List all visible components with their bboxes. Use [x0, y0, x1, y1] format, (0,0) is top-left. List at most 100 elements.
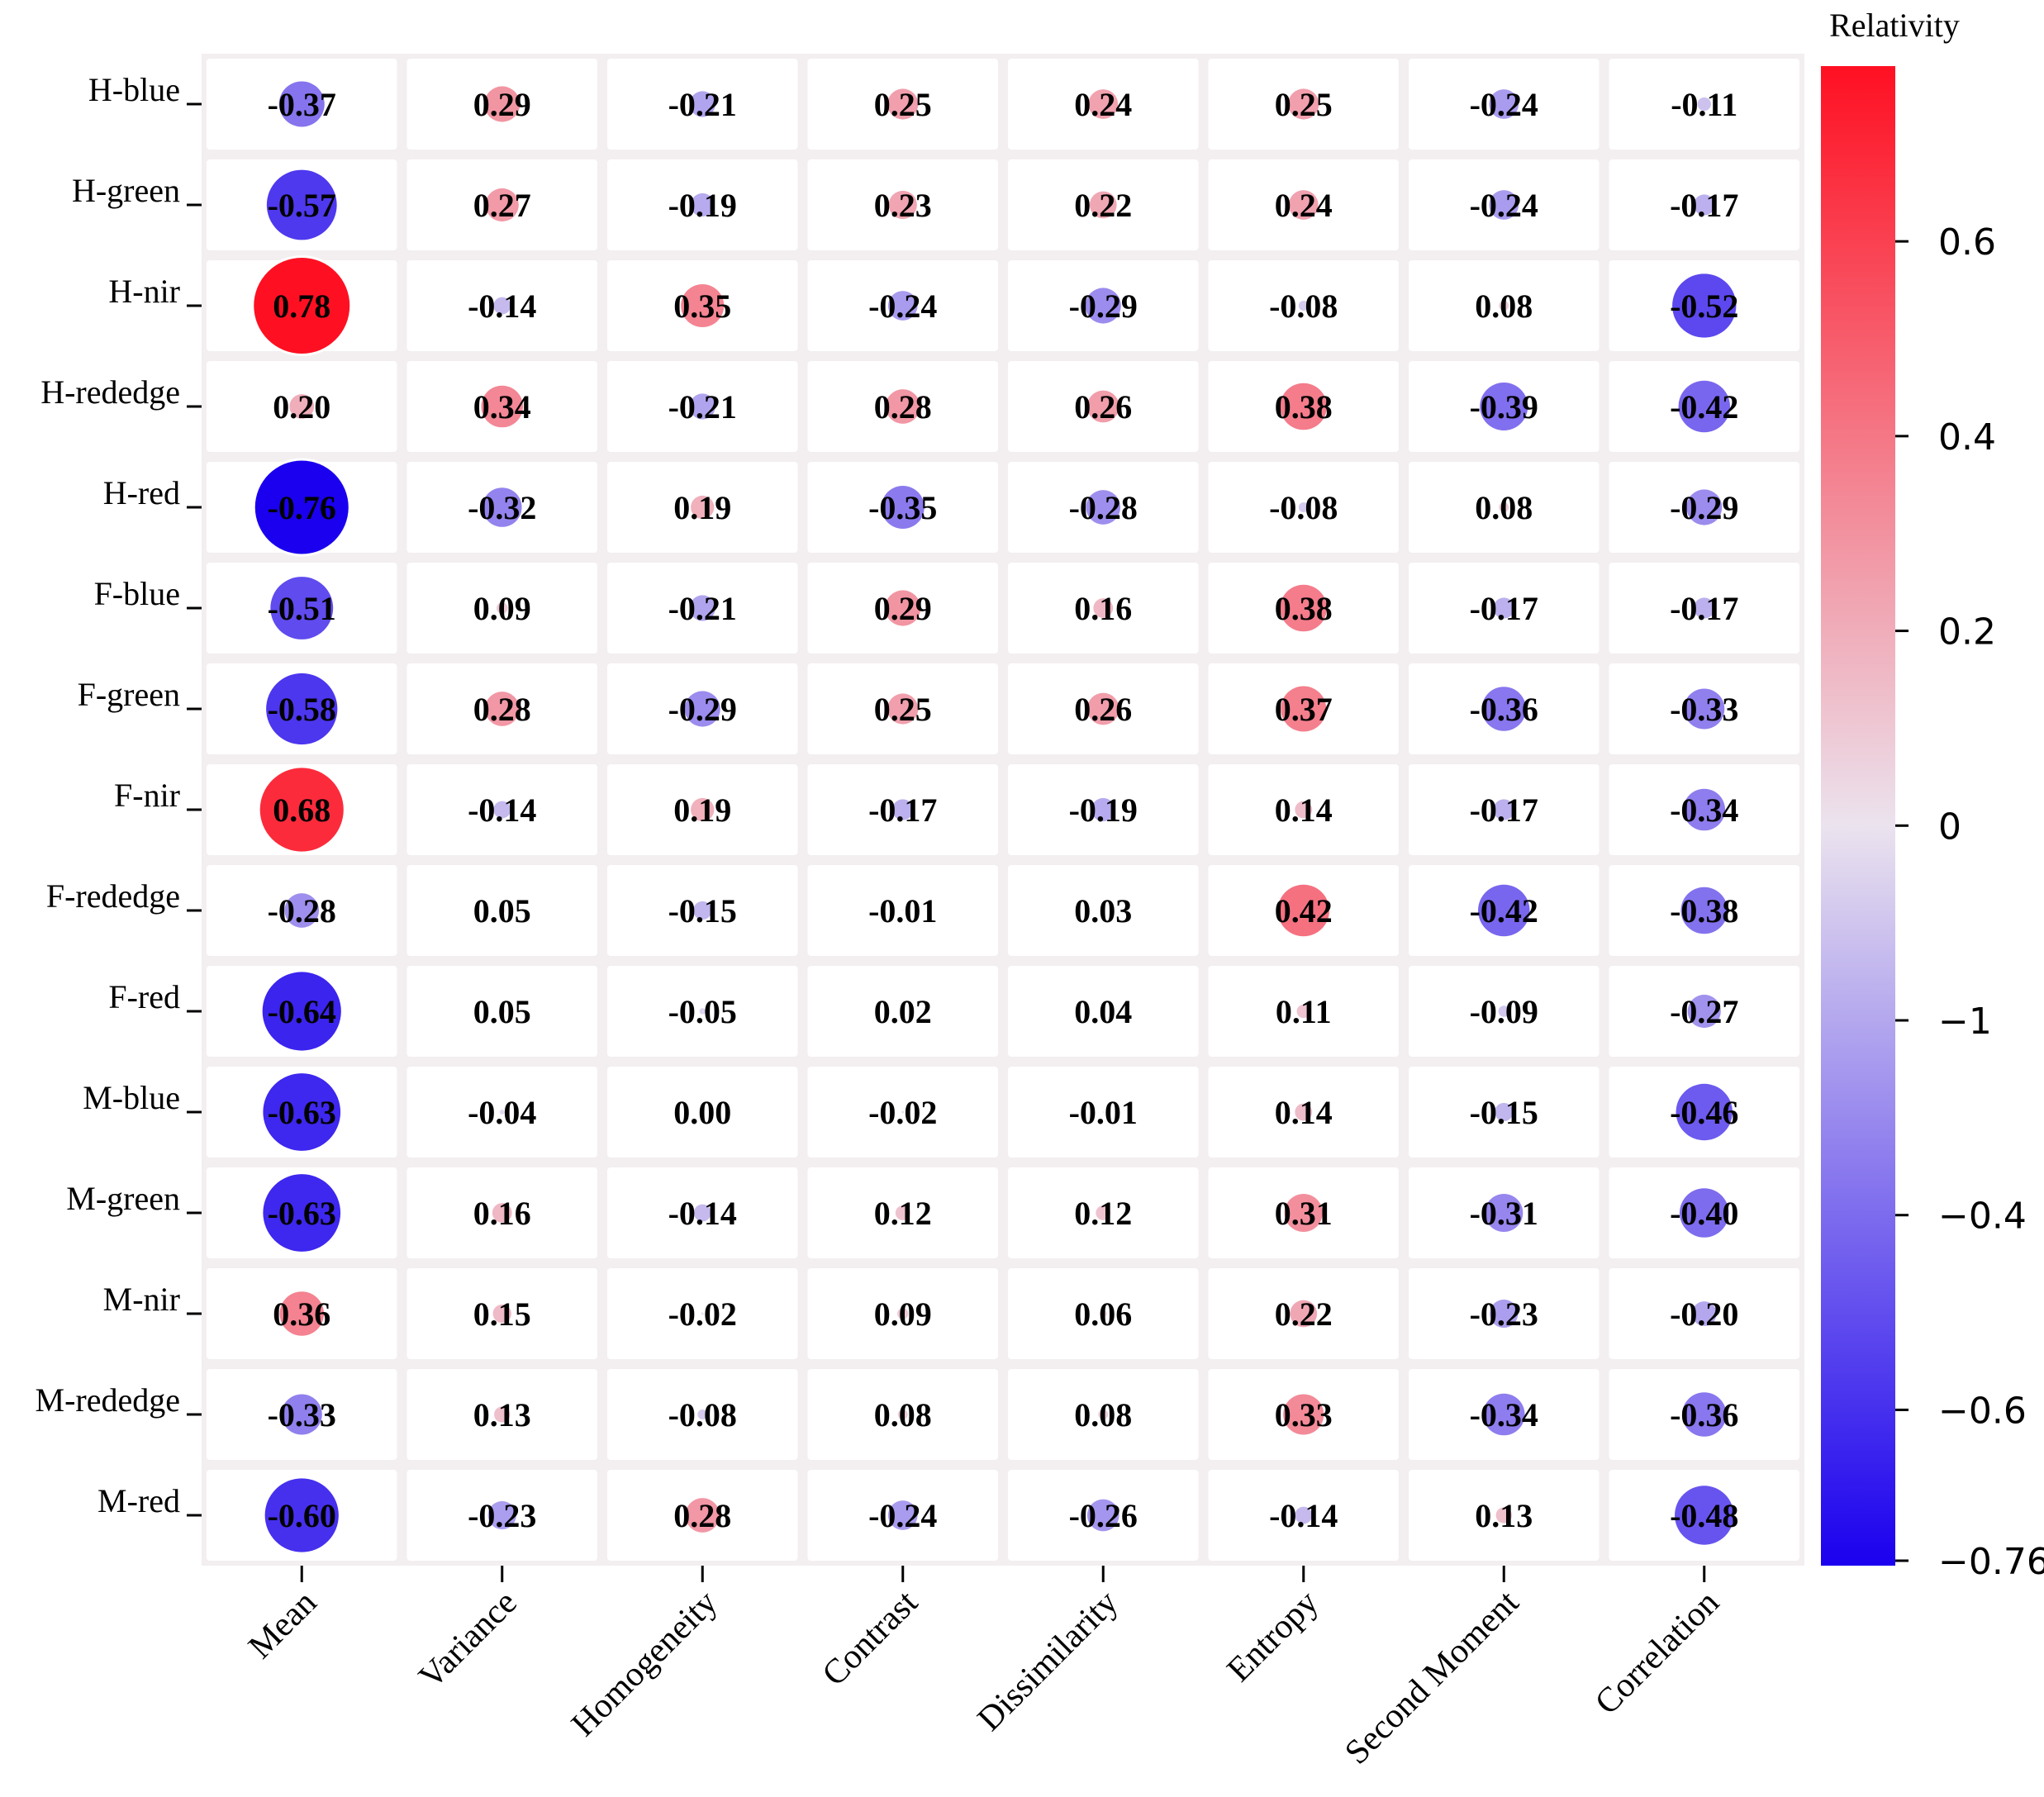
bubble-mark	[484, 692, 520, 726]
bubble-mark	[484, 86, 521, 122]
cell-value-label: -0.24	[1470, 86, 1538, 123]
cell-value-label: -0.21	[668, 388, 737, 425]
heatmap-cell: -0.14	[406, 260, 597, 351]
column-label: Dissimilarity	[971, 1584, 1126, 1739]
heatmap-cell: 0.05	[406, 865, 597, 956]
heatmap-cell: -0.17	[1409, 563, 1600, 654]
cell-value-label: -0.35	[868, 489, 937, 526]
bubble-mark	[494, 1406, 511, 1423]
heatmap-cell: -0.63	[207, 1067, 397, 1158]
bubble-mark	[895, 1205, 910, 1220]
heatmap-cells: -0.37 0.29 -0.21 0.25 0.24 0.25 -0.24 -0.11 -0.5…	[207, 59, 1799, 1561]
bubble-mark	[685, 1498, 720, 1533]
bubble-mark	[885, 590, 921, 626]
heatmap-cell: -0.37	[207, 59, 397, 150]
heatmap-cell: -0.32	[406, 462, 597, 553]
bubble-mark	[1680, 1188, 1729, 1238]
row-label: F-rededge	[46, 877, 180, 915]
cell-value-label: -0.29	[1069, 288, 1138, 325]
row-labels: H-blue H-green H-nir H-rededge H-red F-blue F-…	[36, 71, 202, 1519]
bubble-mark	[689, 393, 715, 420]
bubble-mark	[499, 1008, 506, 1015]
row-label: M-green	[66, 1180, 180, 1217]
heatmap-cell: 0.37	[1208, 663, 1399, 754]
cell-value-label: 0.02	[874, 993, 932, 1030]
row-label: M-rededge	[36, 1381, 180, 1419]
cell-value-label: 0.78	[273, 288, 330, 325]
cell-value-label: -0.36	[1470, 691, 1538, 728]
colorbar-tick-label: −1	[1938, 1001, 1992, 1043]
bubble-mark	[281, 1394, 322, 1435]
colorbar-tick-label: 0	[1938, 806, 1961, 848]
cell-value-label: 0.29	[874, 590, 932, 627]
bubble-mark	[1277, 884, 1329, 937]
heatmap-cell: -0.39	[1409, 361, 1600, 452]
heatmap-cell: 0.16	[1008, 563, 1199, 654]
cell-value-label: -0.39	[1470, 388, 1538, 425]
bubble-mark	[691, 495, 715, 520]
cell-value-label: 0.13	[473, 1396, 531, 1433]
heatmap-cell: 0.20	[207, 361, 397, 452]
cell-value-label: -0.01	[868, 892, 937, 929]
cell-value-label: 0.05	[473, 892, 531, 929]
bubble-mark	[1280, 584, 1328, 632]
cell-value-label: 0.33	[1275, 1396, 1333, 1433]
cell-value-label: -0.24	[868, 288, 937, 325]
heatmap-cell: -0.23	[406, 1470, 597, 1561]
heatmap-cell: -0.01	[807, 865, 998, 956]
heatmap-cell: 0.31	[1208, 1167, 1399, 1258]
bubble-mark	[1100, 1009, 1106, 1014]
heatmap-cell: 0.25	[807, 59, 998, 150]
cell-value-label: -0.15	[1470, 1094, 1538, 1131]
row-label: F-nir	[114, 777, 180, 814]
bubble-mark	[263, 1174, 341, 1252]
bubble-mark	[1086, 692, 1119, 725]
heatmap-cell: -0.42	[1409, 865, 1600, 956]
heatmap-cell: -0.17	[1609, 563, 1799, 654]
heatmap-cell: -0.48	[1609, 1470, 1799, 1561]
cell-value-label: -0.08	[668, 1396, 737, 1433]
bubble-mark	[1675, 1486, 1734, 1545]
bubble-mark	[1697, 97, 1711, 112]
cell-value-label: -0.02	[868, 1094, 937, 1131]
heatmap-cell: -0.46	[1609, 1067, 1799, 1158]
bubble-mark	[493, 801, 511, 819]
cell-value-label: 0.13	[1475, 1497, 1533, 1534]
cell-value-label: 0.26	[1074, 691, 1132, 728]
cell-value-label: -0.17	[1670, 187, 1738, 224]
cell-value-label: -0.38	[1670, 892, 1738, 929]
heatmap-cell: -0.58	[207, 663, 397, 754]
colorbar-tick-label: −0.4	[1938, 1196, 2027, 1238]
bubble-mark	[1099, 1310, 1107, 1318]
heatmap-cell: -0.26	[1008, 1470, 1199, 1561]
cell-value-label: 0.24	[1074, 86, 1132, 123]
heatmap-cell: 0.09	[807, 1268, 998, 1359]
cell-value-label: 0.16	[1074, 590, 1132, 627]
heatmap-cell: 0.04	[1008, 966, 1199, 1057]
bubble-mark	[885, 389, 920, 424]
heatmap-cell: 0.16	[406, 1167, 597, 1258]
cell-value-label: -0.34	[1470, 1396, 1538, 1433]
heatmap-cell: 0.14	[1208, 1067, 1399, 1158]
cell-value-label: 0.16	[473, 1195, 531, 1232]
cell-value-label: 0.14	[1275, 1094, 1333, 1131]
bubble-mark	[1684, 688, 1725, 730]
cell-value-label: -0.17	[868, 792, 937, 829]
heatmap-cell: -0.34	[1409, 1369, 1600, 1460]
cell-value-label: -0.15	[668, 892, 737, 929]
heatmap-cell: -0.05	[607, 966, 798, 1057]
bubble-mark	[1478, 884, 1530, 937]
bubble-mark	[492, 1304, 511, 1324]
cell-value-label: 0.68	[273, 792, 330, 829]
heatmap-cell: -0.29	[607, 663, 798, 754]
cell-value-label: -0.34	[1670, 792, 1738, 829]
bubble-mark	[887, 88, 919, 120]
heatmap-cell: -0.34	[1609, 764, 1799, 855]
cell-value-label: 0.24	[1275, 187, 1333, 224]
cell-value-label: 0.20	[273, 388, 330, 425]
heatmap-cell: 0.14	[1208, 764, 1399, 855]
heatmap-cell: -0.08	[607, 1369, 798, 1460]
bubble-mark	[1489, 89, 1519, 119]
bubble-mark	[289, 394, 315, 419]
